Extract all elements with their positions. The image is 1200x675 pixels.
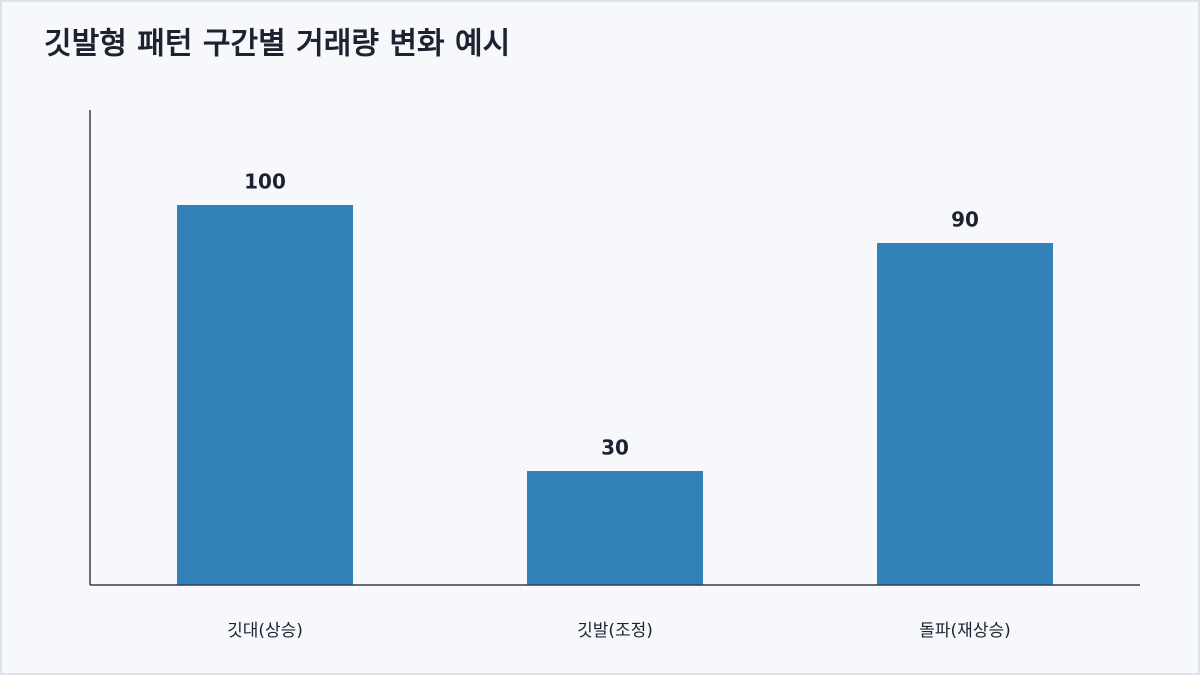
bar: [177, 205, 353, 585]
chart-title: 깃발형 패턴 구간별 거래량 변화 예시: [44, 27, 510, 62]
value-label: 30: [601, 436, 629, 460]
bar: [527, 471, 703, 585]
value-label: 100: [244, 170, 286, 194]
value-label: 90: [951, 208, 979, 232]
x-tick-label: 깃대(상승): [227, 621, 303, 641]
x-tick-label: 깃발(조정): [577, 621, 653, 641]
x-tick-label: 돌파(재상승): [919, 621, 1010, 641]
bar: [877, 243, 1053, 585]
